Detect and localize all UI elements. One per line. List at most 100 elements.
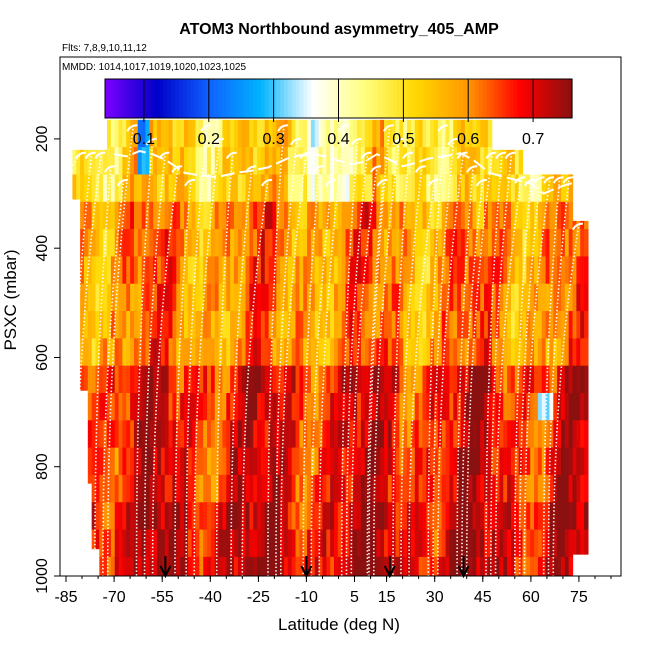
heat-cell [395, 256, 401, 285]
heat-cell [226, 201, 231, 230]
heat-cell [114, 420, 120, 449]
profile-line [432, 138, 455, 576]
heat-cell [318, 311, 324, 339]
heat-cell [510, 201, 516, 230]
heat-cell [403, 392, 408, 421]
heat-cell [445, 392, 451, 421]
heat-cell [441, 174, 447, 203]
heat-cell [368, 147, 374, 175]
heat-cell [414, 283, 420, 312]
heat-cell [260, 420, 266, 449]
heat-cell [384, 283, 389, 312]
heat-cell [160, 529, 166, 558]
heat-cell [376, 502, 381, 531]
heat-cell [157, 256, 162, 285]
heat-cell [233, 311, 239, 339]
heat-cell [314, 392, 320, 421]
profile-line [485, 152, 503, 576]
heat-cell [430, 119, 435, 148]
heat-cell [376, 392, 381, 421]
heat-cell [553, 365, 558, 394]
heat-cell [210, 556, 216, 577]
heat-cell [549, 311, 554, 339]
heat-cell [518, 256, 524, 285]
heat-cell [249, 229, 254, 257]
heat-cell [437, 474, 443, 503]
colorbar-segment [529, 79, 534, 118]
heat-cell [91, 474, 97, 503]
heat-cell [164, 502, 170, 531]
heat-cell [584, 311, 589, 339]
heat-cell [264, 283, 270, 312]
heat-cell [564, 502, 570, 531]
heat-cell [560, 529, 566, 558]
heat-cell [110, 474, 116, 503]
heat-cell [414, 311, 420, 339]
heat-cell [391, 529, 397, 558]
heat-cell [334, 447, 339, 476]
heat-cell [133, 447, 139, 476]
heat-cell [137, 283, 143, 312]
profile-cap [437, 124, 449, 132]
heat-cell [580, 338, 585, 367]
heat-cell [141, 201, 147, 230]
heat-cell [203, 420, 208, 449]
heat-cell [491, 338, 497, 367]
heat-cell [107, 556, 112, 577]
heat-cell [372, 201, 377, 230]
heat-cell [137, 119, 143, 148]
heat-cell [141, 474, 147, 503]
heat-cell [314, 283, 320, 312]
heat-cell [357, 174, 362, 203]
heat-cell [353, 283, 358, 312]
colorbar-segment [439, 79, 445, 118]
heat-cell [180, 392, 185, 421]
heat-cell [87, 256, 93, 285]
heat-cell [145, 474, 150, 503]
heat-cell [534, 420, 539, 449]
heat-cell [464, 174, 470, 203]
heat-cell [480, 256, 485, 285]
heat-cell [207, 529, 212, 558]
profile-line [461, 179, 484, 576]
heat-cell [191, 420, 197, 449]
heat-cell [260, 147, 266, 175]
heat-cell [441, 474, 447, 503]
heat-cell [126, 311, 131, 339]
x-tick-label: 15 [378, 589, 396, 606]
heat-cell [237, 420, 243, 449]
heat-cell [287, 338, 293, 367]
heat-cell [160, 229, 166, 257]
heat-cell [210, 201, 216, 230]
heat-cell [249, 502, 254, 531]
heat-cell [207, 474, 212, 503]
heat-cell [480, 338, 485, 367]
heat-cell [249, 420, 254, 449]
profile-line [280, 152, 308, 576]
heat-cell [345, 338, 350, 367]
heat-cell [518, 283, 524, 312]
heat-cell [153, 311, 158, 339]
heat-cell [560, 174, 566, 203]
heat-cell [491, 447, 497, 476]
heat-cell [403, 229, 408, 257]
heat-cell [507, 338, 512, 367]
heat-cell [95, 149, 100, 175]
heat-cell [130, 201, 135, 230]
heat-cell [330, 147, 335, 175]
heat-cell [399, 556, 404, 577]
heat-cell [180, 365, 185, 394]
heat-cell [299, 365, 304, 394]
heat-cell [187, 474, 193, 503]
heat-cell [545, 283, 551, 312]
colorbar-segment [167, 79, 172, 118]
heat-cell [241, 229, 247, 257]
heat-cell [199, 556, 204, 577]
heat-cell [268, 229, 274, 257]
heat-cell [264, 311, 270, 339]
heat-cell [453, 447, 458, 476]
heat-cell [572, 502, 577, 531]
heat-cell [341, 174, 347, 203]
heat-cell [487, 447, 493, 476]
heat-cell [226, 447, 231, 476]
